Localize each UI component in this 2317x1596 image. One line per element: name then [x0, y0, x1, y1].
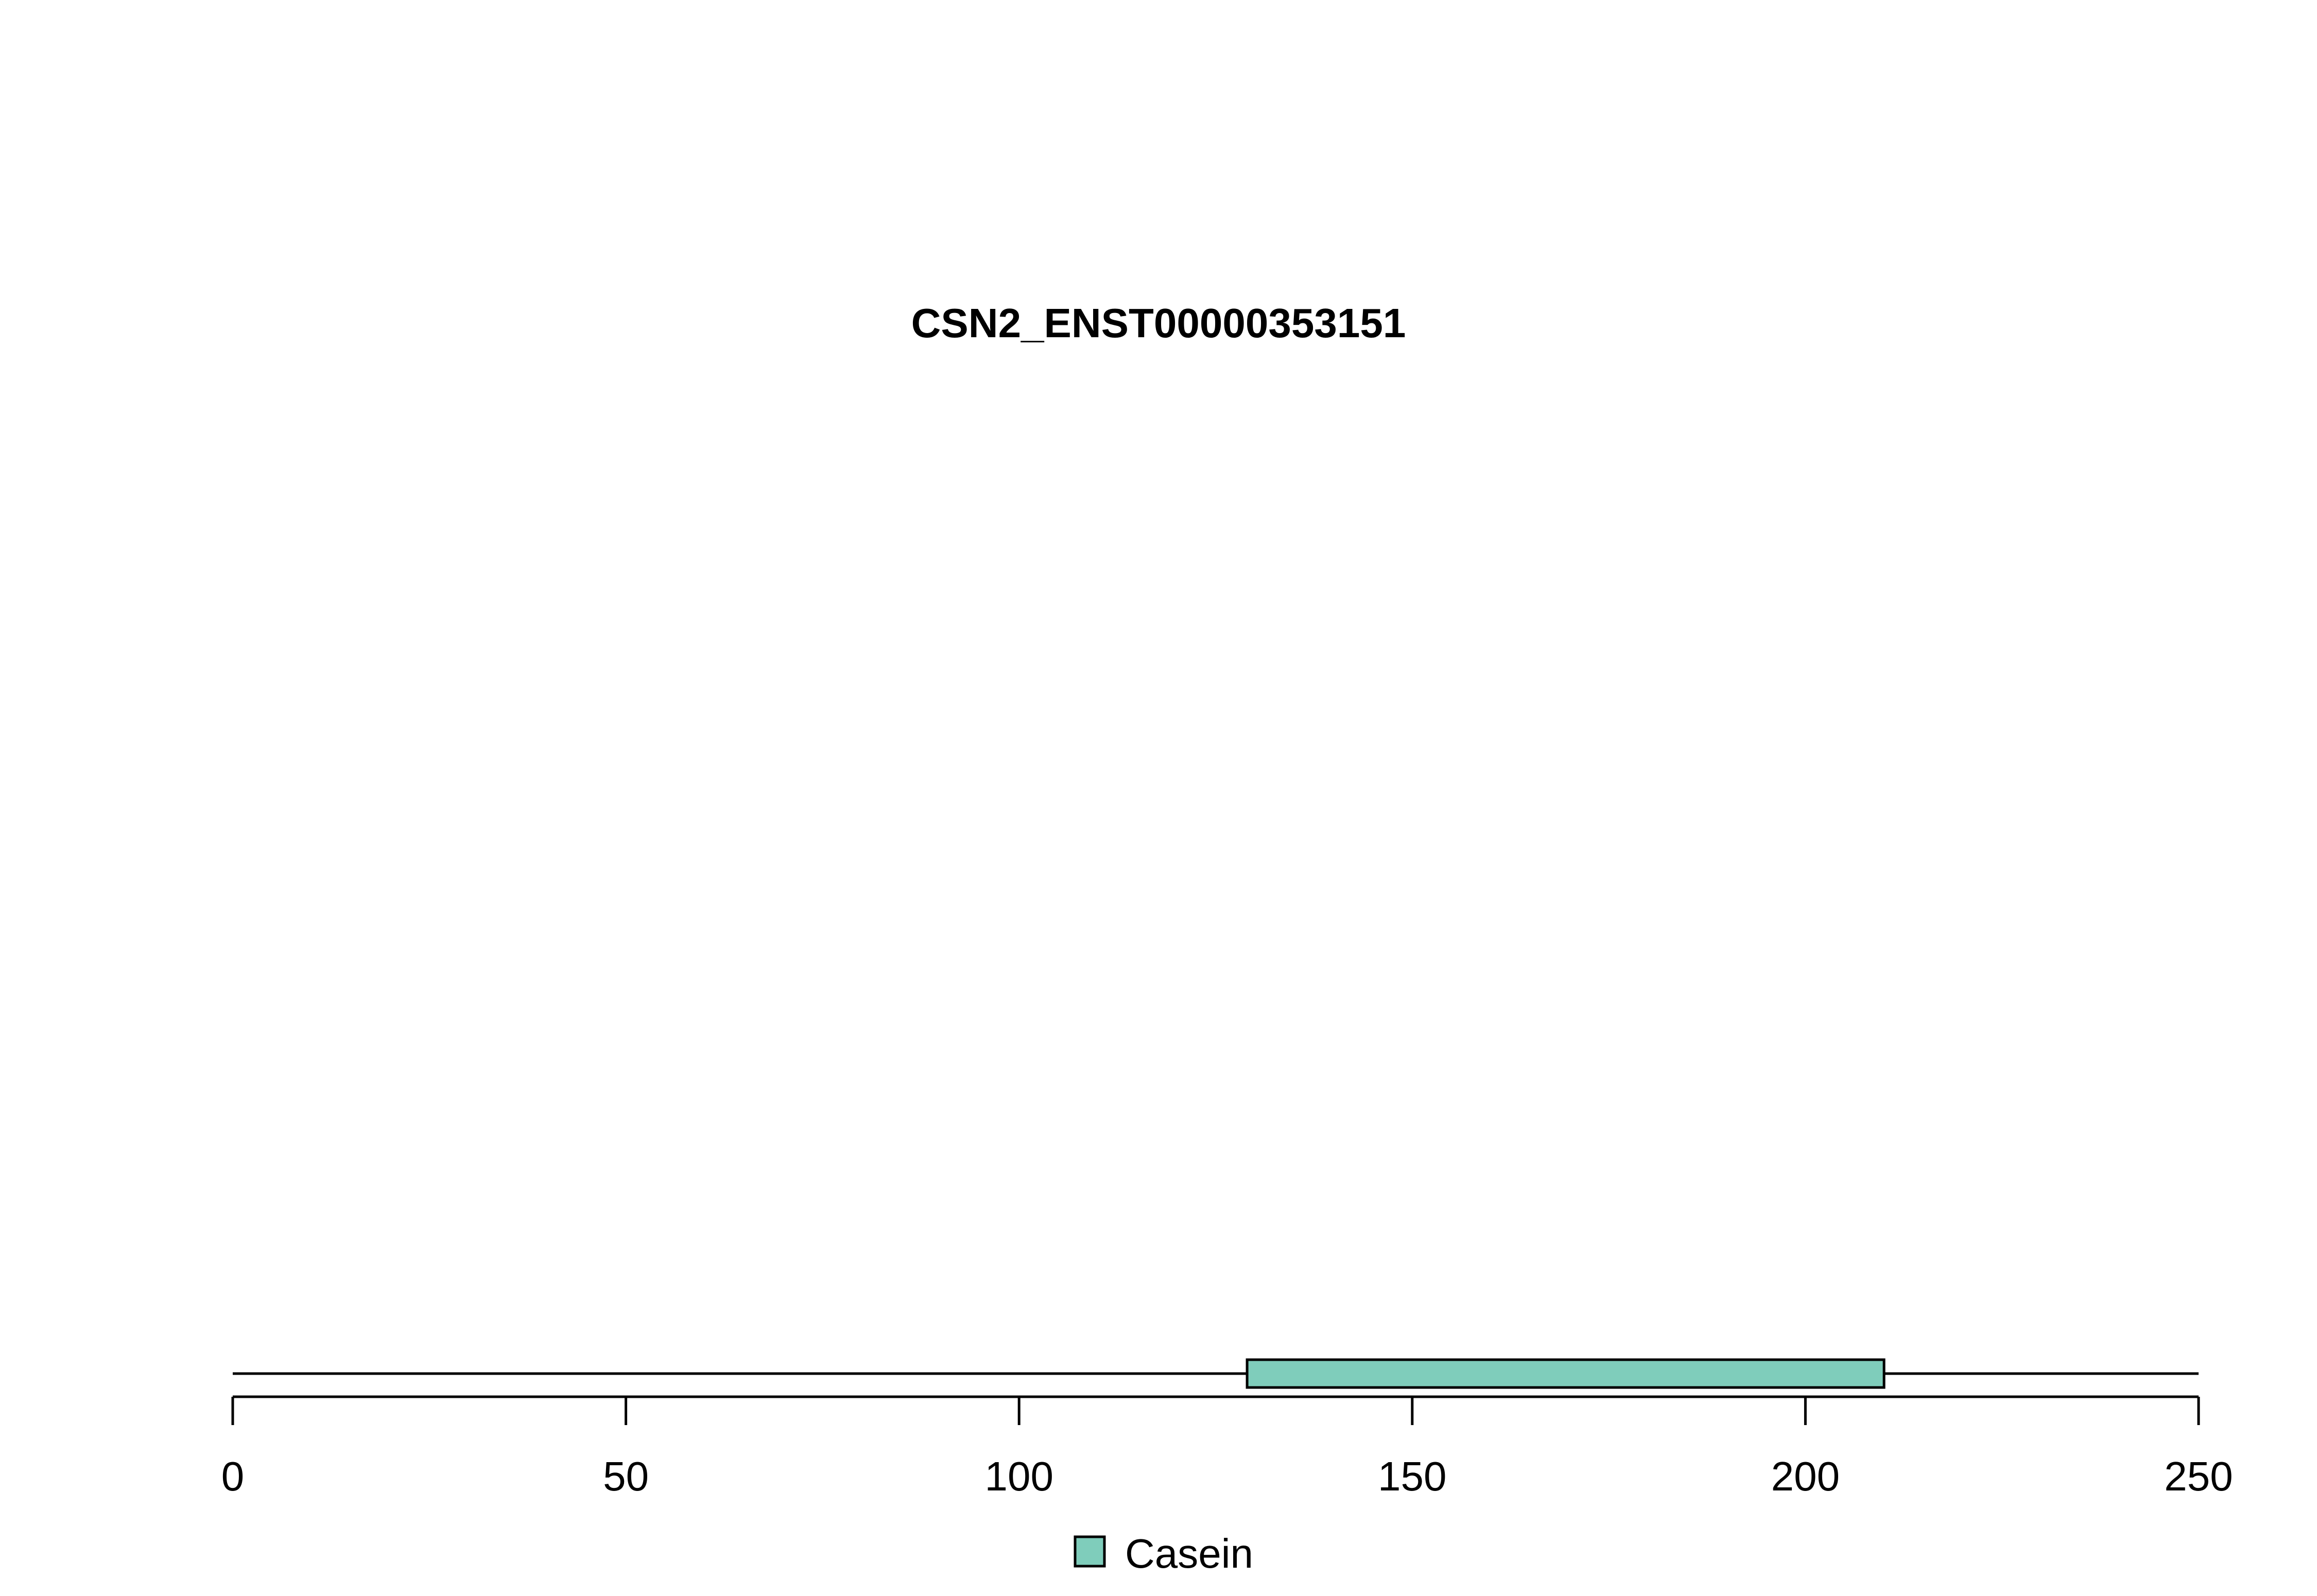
x-tick-label: 100	[984, 1453, 1053, 1499]
x-tick-label: 0	[221, 1453, 245, 1499]
legend: Casein	[1074, 1531, 1253, 1576]
x-axis: 0 50 100 150 200 250	[221, 1395, 2233, 1499]
x-tick-label: 200	[1771, 1453, 1840, 1499]
domain-layer	[1246, 1358, 1886, 1389]
legend-label: Casein	[1125, 1531, 1253, 1576]
x-tick-label: 150	[1378, 1453, 1446, 1499]
x-tick-label: 250	[2164, 1453, 2233, 1499]
chart-title: CSN2_ENST00000353151	[911, 300, 1406, 346]
domain-bar-casein	[1246, 1358, 1886, 1389]
legend-swatch	[1074, 1535, 1106, 1568]
x-tick-label: 50	[603, 1453, 649, 1499]
